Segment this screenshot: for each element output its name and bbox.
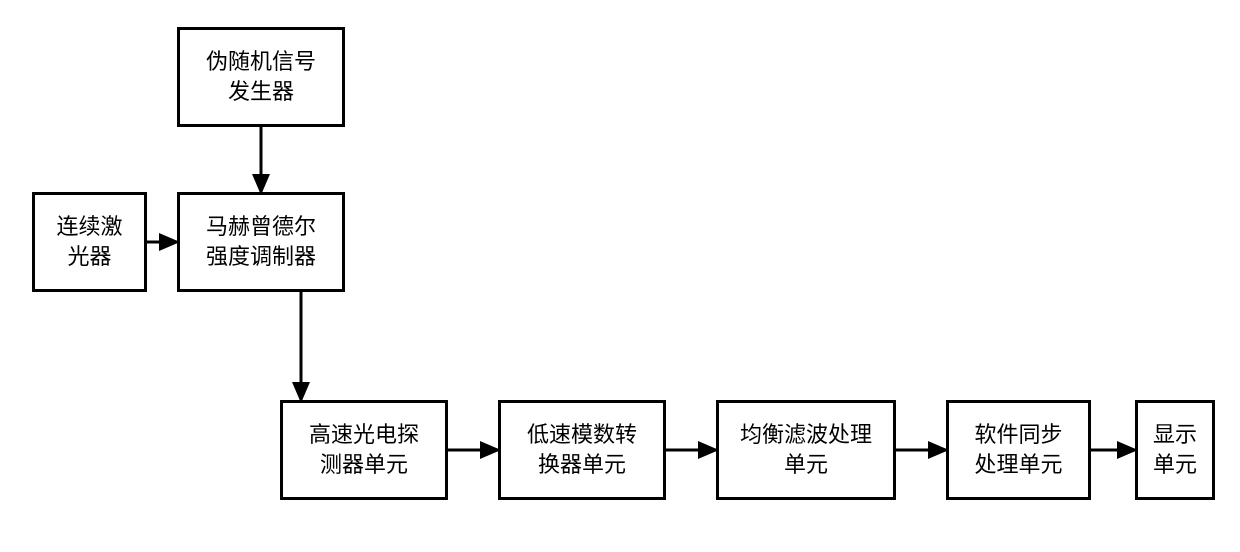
flowchart-node-swsync: 软件同步 处理单元 [946,400,1091,500]
flowchart-node-eqfilter: 均衡滤波处理 单元 [716,400,896,500]
flowchart-node-label: 马赫曾德尔 强度调制器 [206,212,316,271]
flowchart-node-label: 伪随机信号 发生器 [206,47,316,106]
flowchart-node-adc: 低速模数转 换器单元 [498,400,666,500]
flowchart-node-label: 低速模数转 换器单元 [527,420,637,479]
flowchart-node-laser: 连续激 光器 [32,192,147,292]
flowchart-node-prng: 伪随机信号 发生器 [177,27,345,127]
flowchart-node-label: 均衡滤波处理 单元 [740,420,872,479]
flowchart-node-label: 软件同步 处理单元 [974,420,1062,479]
flowchart-node-label: 高速光电探 测器单元 [309,420,419,479]
flowchart-node-photodet: 高速光电探 测器单元 [280,400,448,500]
flowchart-node-mz: 马赫曾德尔 强度调制器 [177,192,345,292]
flowchart-node-label: 显示 单元 [1153,420,1197,479]
flowchart-node-display: 显示 单元 [1135,400,1215,500]
flowchart-node-label: 连续激 光器 [56,212,122,271]
